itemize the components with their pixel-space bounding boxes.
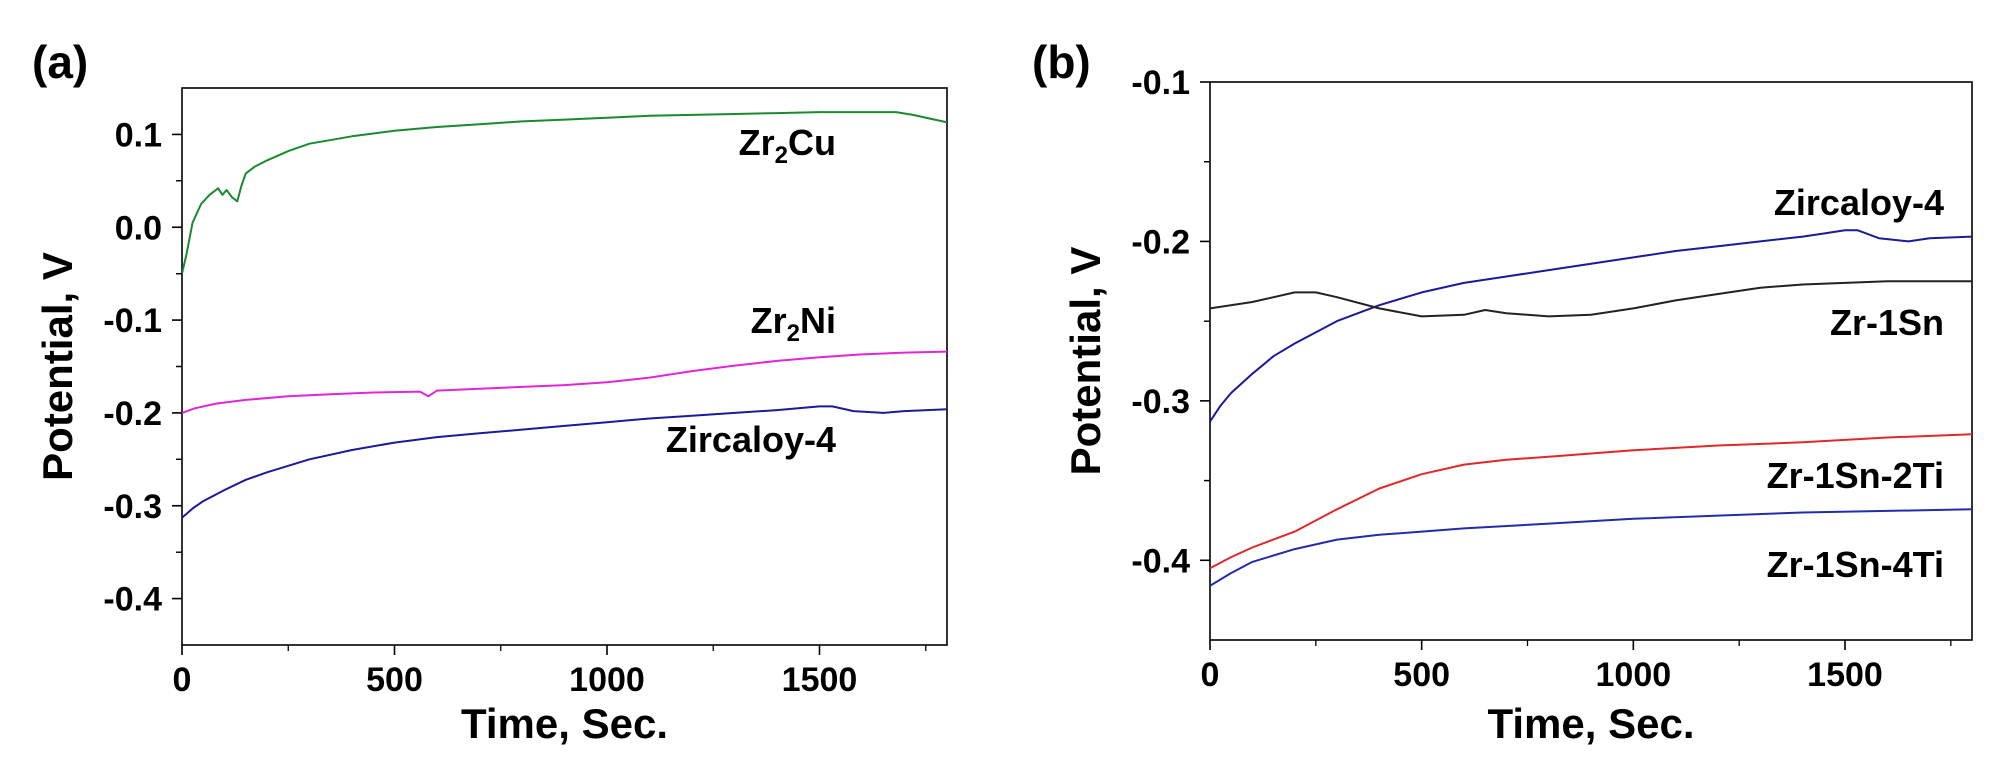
series-label-main: Zr-1Sn-2Ti — [1767, 455, 1944, 496]
y-tick-label: -0.1 — [103, 302, 162, 340]
x-tick-label: 1000 — [569, 661, 645, 699]
series-label-tail: Ni — [800, 300, 836, 341]
series-label-tail: Cu — [788, 122, 836, 163]
y-tick-label: -0.2 — [103, 395, 162, 433]
x-tick-label: 500 — [1393, 656, 1450, 694]
panel-label: (a) — [32, 36, 88, 88]
plot-frame — [1209, 81, 1973, 641]
series-label-subscript: 2 — [787, 320, 800, 347]
series-label-main: Zr — [739, 122, 775, 163]
x-tick-label: 1000 — [1596, 656, 1672, 694]
series-line-zr-1sn — [1210, 280, 1972, 318]
chart-panel-a: (a) 0 500 1000 1500 0.1 0.0 -0.1 -0.2 -0.3 -0.4 Tim… — [32, 36, 948, 747]
x-tick-label: 1500 — [1807, 656, 1883, 694]
x-tick-label: 500 — [366, 661, 423, 699]
y-axis-label: Potential, V — [1062, 247, 1109, 476]
series-line-zr2ni — [182, 350, 947, 414]
series-label-subscript: 2 — [775, 142, 788, 169]
series-line-zircaloy-4 — [1210, 229, 1972, 423]
y-tick-label: -0.3 — [103, 488, 162, 526]
y-tick-label: -0.3 — [1131, 383, 1190, 421]
chart-panel-b: (b) 0 500 1000 1500 -0.1 -0.2 -0.3 -0.4 Time, Sec… — [1032, 36, 1973, 747]
plot-frame — [181, 87, 948, 646]
y-tick-label: -0.1 — [1131, 64, 1190, 102]
series-label-main: Zr-1Sn — [1830, 302, 1944, 343]
series-line-zircaloy-4 — [182, 405, 947, 519]
x-axis-label: Time, Sec. — [1487, 700, 1694, 747]
y-tick-label: -0.4 — [1131, 542, 1190, 580]
series-label-zr-1sn: Zr-1Sn — [1830, 302, 1944, 343]
panel-label: (b) — [1032, 36, 1091, 88]
x-tick-label: 1500 — [782, 661, 858, 699]
series-label-zr2cu: Zr2Cu — [739, 122, 836, 169]
series-label-zircaloy-4: Zircaloy-4 — [666, 419, 836, 460]
series-line-zr2cu — [182, 111, 947, 274]
series-label-zr-1sn-4ti: Zr-1Sn-4Ti — [1767, 544, 1944, 585]
series-line-zr-1sn-4ti — [1210, 508, 1972, 587]
series-label-zr-1sn-2ti: Zr-1Sn-2Ti — [1767, 455, 1944, 496]
series-label-main: Zircaloy-4 — [666, 419, 836, 460]
series-label-main: Zr — [751, 300, 787, 341]
series-label-main: Zircaloy-4 — [1774, 182, 1944, 223]
y-tick-label: -0.4 — [103, 581, 162, 619]
y-tick-label: 0.1 — [115, 116, 162, 154]
y-tick-label: 0.0 — [115, 209, 162, 247]
y-axis-label: Potential, V — [34, 252, 81, 481]
x-tick-label: 0 — [1201, 656, 1220, 694]
series-line-zr-1sn-2ti — [1210, 433, 1972, 570]
series-label-zircaloy-4: Zircaloy-4 — [1774, 182, 1944, 223]
series-label-zr2ni: Zr2Ni — [751, 300, 836, 347]
x-axis-label: Time, Sec. — [461, 700, 668, 747]
x-tick-label: 0 — [173, 661, 192, 699]
series-label-main: Zr-1Sn-4Ti — [1767, 544, 1944, 585]
y-tick-label: -0.2 — [1131, 223, 1190, 261]
